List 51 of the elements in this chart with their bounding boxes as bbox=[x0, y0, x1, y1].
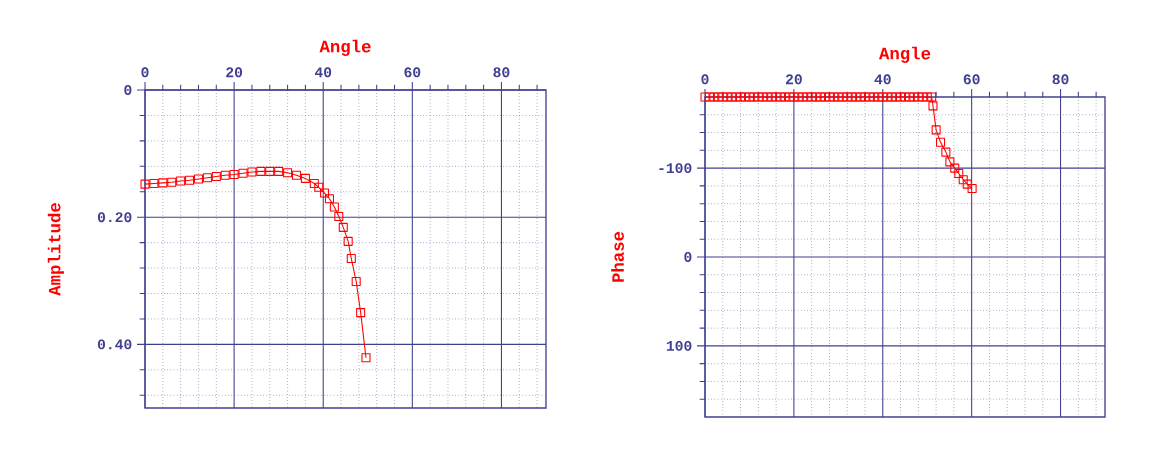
x-tick-label: 40 bbox=[314, 67, 332, 78]
point bbox=[338, 222, 348, 232]
x-tick-label: 40 bbox=[874, 74, 891, 85]
point bbox=[343, 236, 353, 246]
x-tick-label: 80 bbox=[493, 67, 510, 78]
x-tick-label: 0 bbox=[701, 74, 709, 85]
point bbox=[283, 168, 293, 178]
point bbox=[329, 202, 339, 212]
y-tick-label: 100 bbox=[666, 340, 692, 351]
point bbox=[167, 177, 177, 187]
point bbox=[351, 276, 361, 286]
y-tick-label: 0.20 bbox=[97, 212, 132, 223]
point bbox=[334, 212, 344, 222]
point bbox=[256, 166, 266, 176]
y-tick-label: 0 bbox=[124, 85, 132, 95]
x-tick-label: 20 bbox=[785, 74, 802, 85]
x-tick-label: 20 bbox=[226, 67, 243, 78]
point bbox=[193, 174, 204, 184]
point bbox=[176, 176, 186, 186]
y-tick-label: 0 bbox=[684, 252, 692, 262]
x-tick-label: 60 bbox=[963, 74, 980, 85]
point bbox=[158, 178, 168, 188]
point bbox=[274, 166, 284, 176]
y-tick-label: -100 bbox=[659, 163, 692, 174]
point bbox=[247, 167, 257, 177]
point bbox=[140, 179, 150, 189]
point bbox=[265, 166, 275, 176]
point bbox=[300, 173, 310, 183]
point bbox=[185, 175, 195, 185]
point bbox=[324, 194, 334, 204]
point bbox=[149, 178, 159, 189]
point bbox=[202, 173, 212, 183]
point bbox=[361, 353, 371, 363]
x-axis-title: Angle bbox=[879, 46, 931, 63]
point bbox=[320, 188, 330, 198]
point bbox=[238, 168, 248, 178]
point bbox=[229, 170, 239, 180]
point bbox=[220, 170, 230, 180]
x-axis-title: Angle bbox=[319, 39, 371, 56]
y-axis-title: Amplitude bbox=[47, 203, 64, 296]
x-tick-label: 60 bbox=[404, 67, 421, 78]
y-axis-title: Phase bbox=[611, 231, 624, 282]
point bbox=[291, 170, 302, 180]
x-tick-label: 0 bbox=[141, 67, 149, 78]
point bbox=[309, 178, 319, 189]
x-tick-label: 80 bbox=[1052, 74, 1069, 85]
point bbox=[314, 182, 324, 192]
y-tick-label: 0.40 bbox=[97, 339, 132, 350]
point bbox=[356, 308, 366, 318]
point bbox=[346, 253, 356, 264]
point bbox=[211, 171, 221, 182]
